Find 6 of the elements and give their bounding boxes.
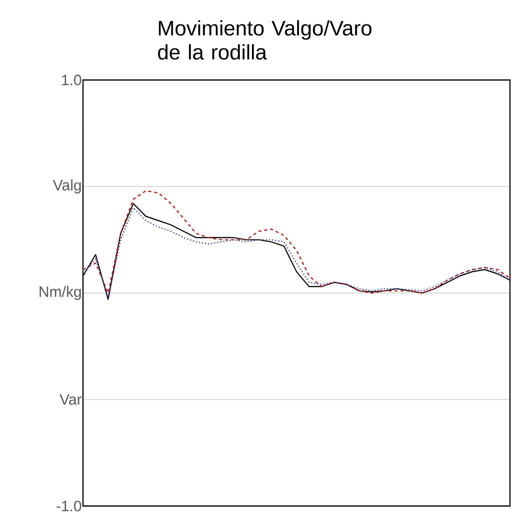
y-tick-label: Var (60, 394, 82, 405)
y-tick-label: Nm/kg (40, 286, 82, 300)
y-tick-label: Valg (53, 179, 82, 194)
chart-title: Movimiento Valgo/Varo de la rodilla (158, 20, 372, 60)
y-tick-label: -1.0 (56, 500, 82, 512)
y-tick-label: 1.0 (62, 74, 82, 86)
